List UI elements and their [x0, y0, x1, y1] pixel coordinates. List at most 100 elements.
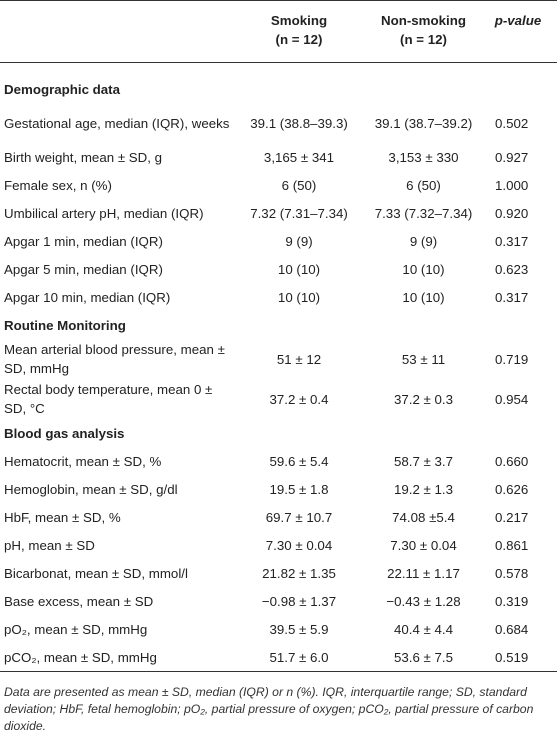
cell-smoking: 3,165 ± 341: [263, 149, 335, 165]
cell-nonsmoking: −0.43 ± 1.28: [386, 593, 461, 609]
section-row: Routine Monitoring: [0, 311, 557, 339]
cell-nonsmoking: 10 (10): [402, 261, 445, 277]
table-footnote: Data are presented as mean ± SD, median …: [4, 685, 534, 733]
cell-nonsmoking: 19.2 ± 1.3: [393, 481, 454, 497]
table-row: Mean arterial blood pressure, mean ± SD,…: [0, 339, 557, 379]
cell-nonsmoking: 53 ± 11: [401, 351, 446, 367]
cell-nonsmoking: 6 (50): [406, 177, 441, 193]
cell-pvalue: 1.000: [495, 177, 529, 193]
cell-pvalue: 0.626: [495, 481, 529, 497]
cell-pvalue: 0.502: [495, 115, 529, 131]
row-label: Apgar 1 min, median (IQR): [4, 233, 163, 249]
row-label: Hematocrit, mean ± SD, %: [4, 453, 162, 469]
cell-smoking: 59.6 ± 5.4: [269, 453, 329, 469]
cell-nonsmoking: 22.11 ± 1.17: [387, 565, 460, 581]
table-row: Apgar 1 min, median (IQR) 9 (9) 9 (9) 0.…: [0, 227, 557, 255]
cell-smoking: 6 (50): [281, 177, 317, 193]
section-row: Blood gas analysis: [0, 419, 557, 447]
row-label: Mean arterial blood pressure, mean ± SD,…: [4, 342, 225, 376]
table-row: Female sex, n (%) 6 (50) 6 (50) 1.000: [0, 171, 557, 199]
section-title: Blood gas analysis: [4, 425, 125, 441]
row-label: Apgar 5 min, median (IQR): [4, 261, 163, 277]
table-row: Bicarbonat, mean ± SD, mmol/l 21.82 ± 1.…: [0, 559, 557, 587]
cell-smoking: 7.32 (7.31–7.34): [250, 205, 348, 221]
table-row: Hematocrit, mean ± SD, % 59.6 ± 5.4 58.7…: [0, 447, 557, 475]
table-row: Apgar 10 min, median (IQR) 10 (10) 10 (1…: [0, 283, 557, 311]
table-row: Base excess, mean ± SD −0.98 ± 1.37 −0.4…: [0, 587, 557, 615]
row-label: pH, mean ± SD: [4, 537, 95, 553]
cell-pvalue: 0.623: [495, 261, 529, 277]
row-label: Female sex, n (%): [4, 177, 112, 193]
cell-pvalue: 0.684: [495, 621, 529, 637]
row-label: pCO₂, mean ± SD, mmHg: [0, 643, 238, 672]
row-label: Hemoglobin, mean ± SD, g/dl: [4, 481, 178, 497]
header-nonsmoking-n: (n = 12): [400, 32, 447, 47]
cell-smoking: 39.1 (38.8–39.3): [250, 115, 348, 131]
cell-smoking: 9 (9): [285, 233, 313, 249]
table-body: Demographic data Gestational age, median…: [0, 63, 557, 672]
cell-smoking: 21.82 ± 1.35: [262, 565, 336, 581]
section-title: Demographic data: [4, 82, 121, 97]
cell-nonsmoking: 53.6 ± 7.5: [360, 643, 487, 672]
cell-pvalue: 0.519: [487, 643, 557, 672]
cell-smoking: −0.98 ± 1.37: [261, 593, 337, 609]
header-nonsmoking-label: Non-smoking: [381, 13, 466, 28]
cell-nonsmoking: 7.33 (7.32–7.34): [374, 205, 473, 221]
table-row: pO₂, mean ± SD, mmHg 39.5 ± 5.9 40.4 ± 4…: [0, 615, 557, 643]
table-row: Apgar 5 min, median (IQR) 10 (10) 10 (10…: [0, 255, 557, 283]
header-nonsmoking: Non-smoking (n = 12): [360, 0, 487, 63]
header-smoking: Smoking (n = 12): [238, 0, 360, 63]
table-row: Rectal body temperature, mean 0 ± SD, °C…: [0, 379, 557, 419]
cell-pvalue: 0.861: [495, 537, 529, 553]
cell-pvalue: 0.317: [495, 233, 529, 249]
cell-nonsmoking: 7.30 ± 0.04: [390, 537, 457, 553]
cell-smoking: 37.2 ± 0.4: [269, 391, 329, 407]
cell-pvalue: 0.578: [495, 565, 529, 581]
header-smoking-n: (n = 12): [275, 32, 323, 47]
row-label: Base excess, mean ± SD: [4, 593, 154, 609]
row-label: Birth weight, mean ± SD, g: [4, 149, 163, 165]
data-table: Smoking (n = 12) Non-smoking (n = 12) p-…: [0, 0, 557, 672]
row-label: Apgar 10 min, median (IQR): [4, 289, 171, 305]
cell-nonsmoking: 9 (9): [409, 233, 438, 249]
cell-nonsmoking: 10 (10): [402, 289, 445, 305]
row-label: Rectal body temperature, mean 0 ± SD, °C: [4, 382, 213, 416]
cell-nonsmoking: 58.7 ± 3.7: [393, 453, 454, 469]
cell-smoking: 19.5 ± 1.8: [269, 481, 329, 497]
cell-pvalue: 0.319: [495, 593, 529, 609]
header-blank: [0, 0, 238, 63]
cell-pvalue: 0.927: [495, 149, 529, 165]
cell-smoking: 10 (10): [277, 261, 321, 277]
row-label: Gestational age, median (IQR), weeks: [4, 115, 230, 131]
header-pvalue: p-value: [487, 0, 557, 63]
row-label: Bicarbonat, mean ± SD, mmol/l: [4, 565, 188, 581]
cell-smoking: 69.7 ± 10.7: [265, 509, 333, 525]
table-row: pH, mean ± SD 7.30 ± 0.04 7.30 ± 0.04 0.…: [0, 531, 557, 559]
cell-nonsmoking: 40.4 ± 4.4: [393, 621, 454, 637]
cell-pvalue: 0.217: [495, 509, 529, 525]
table-row: Umbilical artery pH, median (IQR) 7.32 (…: [0, 199, 557, 227]
table-row: HbF, mean ± SD, % 69.7 ± 10.7 74.08 ±5.4…: [0, 503, 557, 531]
section-row: Demographic data: [0, 63, 557, 104]
table-row: Birth weight, mean ± SD, g 3,165 ± 341 3…: [0, 143, 557, 171]
cell-smoking: 39.5 ± 5.9: [269, 621, 329, 637]
table-row: Hemoglobin, mean ± SD, g/dl 19.5 ± 1.8 1…: [0, 475, 557, 503]
row-label: pO₂, mean ± SD, mmHg: [4, 621, 148, 637]
table-header: Smoking (n = 12) Non-smoking (n = 12) p-…: [0, 0, 557, 63]
section-title: Routine Monitoring: [4, 317, 126, 333]
cell-smoking: 10 (10): [277, 289, 321, 305]
cell-nonsmoking: 74.08 ±5.4: [392, 509, 455, 525]
header-pvalue-label: p-value: [494, 13, 542, 28]
cell-smoking: 51 ± 12: [276, 351, 322, 367]
cell-nonsmoking: 39.1 (38.7–39.2): [374, 115, 473, 131]
row-label: Umbilical artery pH, median (IQR): [4, 205, 204, 221]
row-label: HbF, mean ± SD, %: [4, 509, 121, 525]
table-row: Gestational age, median (IQR), weeks 39.…: [0, 103, 557, 143]
cell-pvalue: 0.920: [495, 205, 529, 221]
cell-pvalue: 0.719: [495, 351, 529, 367]
cell-nonsmoking: 37.2 ± 0.3: [393, 391, 454, 407]
cell-pvalue: 0.317: [495, 289, 529, 305]
header-smoking-label: Smoking: [270, 13, 328, 28]
cell-smoking: 7.30 ± 0.04: [265, 537, 333, 553]
